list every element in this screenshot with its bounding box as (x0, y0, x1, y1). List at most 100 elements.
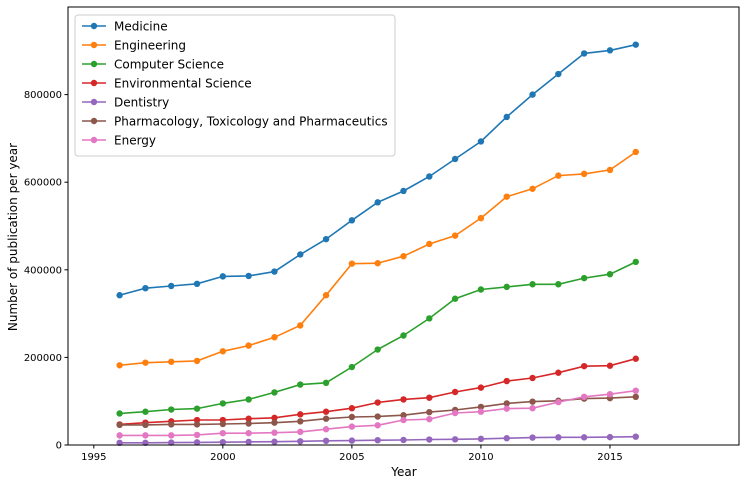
data-point (580, 274, 588, 282)
data-point (503, 435, 510, 442)
data-point (374, 413, 381, 420)
data-point (297, 322, 304, 329)
data-point (219, 273, 227, 280)
data-point (632, 355, 639, 362)
y-tick-label: 0 (56, 441, 62, 452)
data-point (503, 193, 510, 200)
data-point (245, 342, 252, 349)
data-point (555, 281, 562, 288)
data-point (400, 396, 407, 403)
data-point (632, 258, 639, 266)
data-point (632, 41, 639, 48)
data-point (322, 437, 330, 445)
data-point (245, 420, 252, 427)
data-point (219, 420, 227, 428)
data-point (426, 315, 433, 322)
data-point (348, 413, 356, 421)
data-point (193, 421, 201, 428)
data-point (632, 148, 639, 156)
data-point (529, 91, 536, 98)
data-point (400, 332, 407, 339)
data-point (116, 439, 123, 447)
data-point (451, 155, 459, 163)
data-point (606, 47, 614, 54)
x-tick-label: 2000 (210, 452, 235, 463)
data-point (168, 439, 175, 446)
data-point (400, 416, 407, 424)
data-point (374, 436, 381, 444)
data-point (245, 272, 252, 280)
data-point (632, 393, 639, 401)
legend-label-energy: Energy (114, 134, 156, 148)
axes-frame (67, 6, 740, 446)
legend-marker-dentistry (90, 98, 98, 106)
legend-label-dentistry: Dentistry (114, 96, 169, 110)
legend-label-engineering: Engineering (114, 39, 186, 53)
legend-marker-energy (90, 136, 98, 144)
data-point (580, 434, 588, 441)
data-point (245, 396, 252, 403)
series-medicine (116, 41, 639, 299)
legend-label-computer-science: Computer Science (114, 58, 224, 72)
data-point (271, 268, 278, 275)
data-point (555, 172, 562, 179)
data-point (529, 185, 536, 192)
data-point (271, 429, 278, 436)
data-point (348, 217, 356, 224)
data-point (580, 50, 588, 57)
series-dentistry (116, 433, 639, 447)
data-point (477, 403, 485, 411)
legend-label-pharmacology-toxicology-and-pharmaceutics: Pharmacology, Toxicology and Pharmaceuti… (114, 115, 388, 129)
data-point (219, 348, 227, 355)
data-point (477, 408, 485, 415)
data-point (451, 436, 459, 443)
data-point (529, 374, 536, 382)
x-tick-label: 2010 (468, 452, 493, 463)
legend-label-environmental-science: Environmental Science (114, 77, 252, 91)
data-point (374, 346, 381, 353)
data-point (297, 438, 304, 445)
data-point (374, 260, 381, 267)
data-point (606, 166, 614, 174)
data-point (193, 280, 201, 288)
series-environmental-science (116, 355, 639, 428)
data-point (193, 357, 201, 365)
x-tick-label: 2015 (597, 452, 622, 463)
data-point (348, 437, 356, 444)
data-point (400, 412, 407, 419)
data-point (219, 400, 227, 407)
axes: 1995 2000 2005 2010 2015 0 200000 400000 600000 8… (24, 6, 740, 463)
plot-area (116, 41, 639, 447)
data-point (271, 389, 278, 396)
data-point (245, 438, 252, 446)
data-point (426, 240, 433, 248)
data-point (477, 138, 485, 145)
data-point (426, 173, 433, 180)
data-point (348, 405, 356, 412)
data-point (322, 408, 330, 415)
y-axis-title: Number of publication per year (6, 143, 20, 331)
data-point (168, 358, 175, 365)
data-point (297, 381, 304, 388)
data-point (632, 387, 639, 394)
legend-marker-engineering (90, 41, 98, 49)
data-point (168, 432, 175, 439)
data-point (606, 433, 614, 441)
data-point (503, 400, 510, 407)
y-tick-label: 800000 (24, 90, 62, 101)
data-point (580, 393, 588, 401)
data-point (168, 421, 175, 428)
data-point (193, 405, 201, 412)
data-point (271, 438, 278, 445)
data-point (193, 416, 201, 424)
data-point (142, 421, 149, 429)
data-point (116, 432, 123, 439)
data-point (426, 394, 433, 401)
data-point (426, 415, 433, 423)
data-point (142, 439, 149, 447)
data-point (503, 113, 510, 121)
data-point (606, 362, 614, 369)
data-point (297, 411, 304, 418)
data-point (297, 418, 304, 425)
data-point (219, 429, 227, 437)
